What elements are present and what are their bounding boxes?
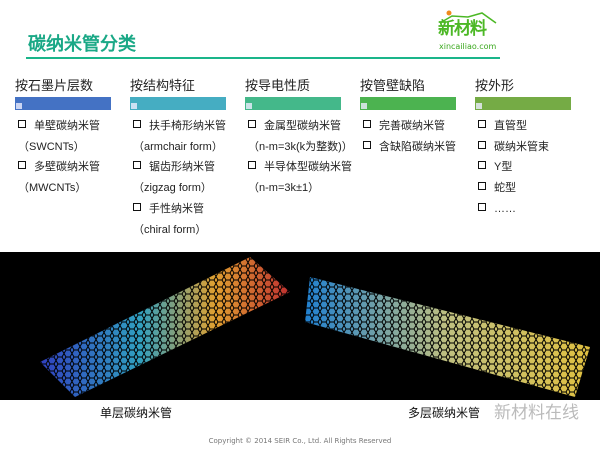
list-item: 扶手椅形纳米管	[133, 116, 245, 137]
square-bullet-icon	[478, 161, 486, 170]
square-bullet-icon	[478, 120, 486, 128]
list-item: （n-m=3k(k为整数)）	[248, 137, 360, 158]
logo-url: xincailiao.com	[439, 42, 497, 51]
item-text: 扶手椅形纳米管	[149, 120, 226, 132]
square-bullet-icon	[18, 161, 26, 170]
square-bullet-icon	[363, 140, 371, 149]
list-item: 半导体型碳纳米管	[248, 157, 360, 178]
category-items: 直管型碳纳米管束 Y型蛇型 ……	[478, 116, 590, 220]
single-wall-tube	[40, 257, 290, 397]
category-bar	[15, 97, 111, 110]
list-item: （zigzag form）	[133, 178, 245, 199]
item-text: （n-m=3k±1）	[248, 182, 320, 195]
square-bullet-icon	[363, 120, 371, 128]
category-heading: 按结构特征	[130, 79, 196, 94]
list-item: （n-m=3k±1）	[248, 178, 360, 199]
item-text: 锯齿形纳米管	[149, 161, 215, 174]
item-text: 多壁碳纳米管	[34, 161, 100, 174]
category-2: 按导电性质	[245, 75, 341, 110]
item-text: 金属型碳纳米管	[264, 120, 341, 132]
item-text: （zigzag form）	[133, 182, 212, 195]
list-item: 手性纳米管	[133, 199, 245, 220]
watermark: 新材料在线	[494, 403, 579, 423]
list-item: 蛇型	[478, 178, 590, 199]
list-item: 完善碳纳米管	[363, 116, 475, 137]
category-3: 按管壁缺陷	[360, 75, 456, 110]
logo-text: 新材料	[438, 19, 487, 39]
item-text: （n-m=3k(k为整数)）	[248, 140, 353, 153]
item-text: （armchair form）	[133, 140, 223, 153]
list-item: 锯齿形纳米管	[133, 157, 245, 178]
item-text: 碳纳米管束	[494, 140, 549, 153]
square-bullet-icon	[478, 182, 486, 191]
item-text: （chiral form）	[133, 223, 207, 236]
list-item: （armchair form）	[133, 137, 245, 158]
category-items: 单壁碳纳米管 （SWCNTs） 多壁碳纳米管 （MWCNTs）	[18, 116, 130, 199]
category-items: 完善碳纳米管 含缺陷碳纳米管	[363, 116, 475, 157]
square-bullet-icon	[133, 161, 141, 170]
category-heading: 按外形	[475, 79, 515, 94]
list-item: 金属型碳纳米管	[248, 116, 360, 137]
list-item: 直管型	[478, 116, 590, 137]
category-heading: 按石墨片层数	[15, 79, 94, 94]
item-text: 直管型	[494, 120, 527, 132]
slide-title: 碳纳米管分类	[28, 34, 136, 55]
caption-multi-wall: 多层碳纳米管	[408, 406, 481, 420]
multi-wall-tube	[305, 277, 590, 397]
caption-single-wall: 单层碳纳米管	[100, 406, 173, 420]
list-item: （chiral form）	[133, 220, 245, 241]
list-item: （MWCNTs）	[18, 178, 130, 199]
title-rule	[26, 57, 500, 59]
category-bar	[130, 97, 226, 110]
square-bullet-icon	[478, 202, 486, 211]
item-text: Y型	[494, 161, 513, 174]
logo: 新材料 xincailiao.com	[438, 10, 500, 54]
house-roof-icon	[439, 10, 497, 24]
category-heading: 按管壁缺陷	[360, 79, 426, 94]
nanotube-image	[0, 252, 600, 400]
square-bullet-icon	[248, 120, 256, 128]
square-bullet-icon	[18, 120, 26, 128]
category-items: 扶手椅形纳米管 （armchair form） 锯齿形纳米管 （zigzag form…	[133, 116, 245, 240]
item-text: 含缺陷碳纳米管	[379, 140, 456, 153]
item-text: 完善碳纳米管	[379, 120, 445, 132]
category-1: 按结构特征	[130, 75, 226, 110]
item-text: （MWCNTs）	[18, 182, 87, 195]
category-bar	[360, 97, 456, 110]
list-item: 多壁碳纳米管	[18, 157, 130, 178]
item-text: 手性纳米管	[149, 202, 204, 215]
list-item: （SWCNTs）	[18, 137, 130, 158]
category-4: 按外形	[475, 75, 571, 110]
list-item: Y型	[478, 157, 590, 178]
list-item: 含缺陷碳纳米管	[363, 137, 475, 158]
square-bullet-icon	[133, 120, 141, 128]
item-text: 蛇型	[494, 182, 516, 195]
square-bullet-icon	[478, 140, 486, 149]
list-item: 单壁碳纳米管	[18, 116, 130, 137]
category-items: 金属型碳纳米管 （n-m=3k(k为整数)） 半导体型碳纳米管 （n-m=3k±1）	[248, 116, 360, 199]
list-item: ……	[478, 199, 590, 220]
category-0: 按石墨片层数	[15, 75, 111, 110]
item-text: 单壁碳纳米管	[34, 120, 100, 132]
square-bullet-icon	[248, 161, 256, 170]
category-heading: 按导电性质	[245, 79, 311, 94]
item-text: 半导体型碳纳米管	[264, 161, 352, 174]
copyright: Copyright © 2014 SEIR Co., Ltd. All Righ…	[208, 437, 392, 445]
square-bullet-icon	[133, 202, 141, 211]
category-bar	[475, 97, 571, 110]
item-text: ……	[494, 202, 516, 215]
item-text: （SWCNTs）	[18, 140, 85, 153]
category-bar	[245, 97, 341, 110]
list-item: 碳纳米管束	[478, 137, 590, 158]
